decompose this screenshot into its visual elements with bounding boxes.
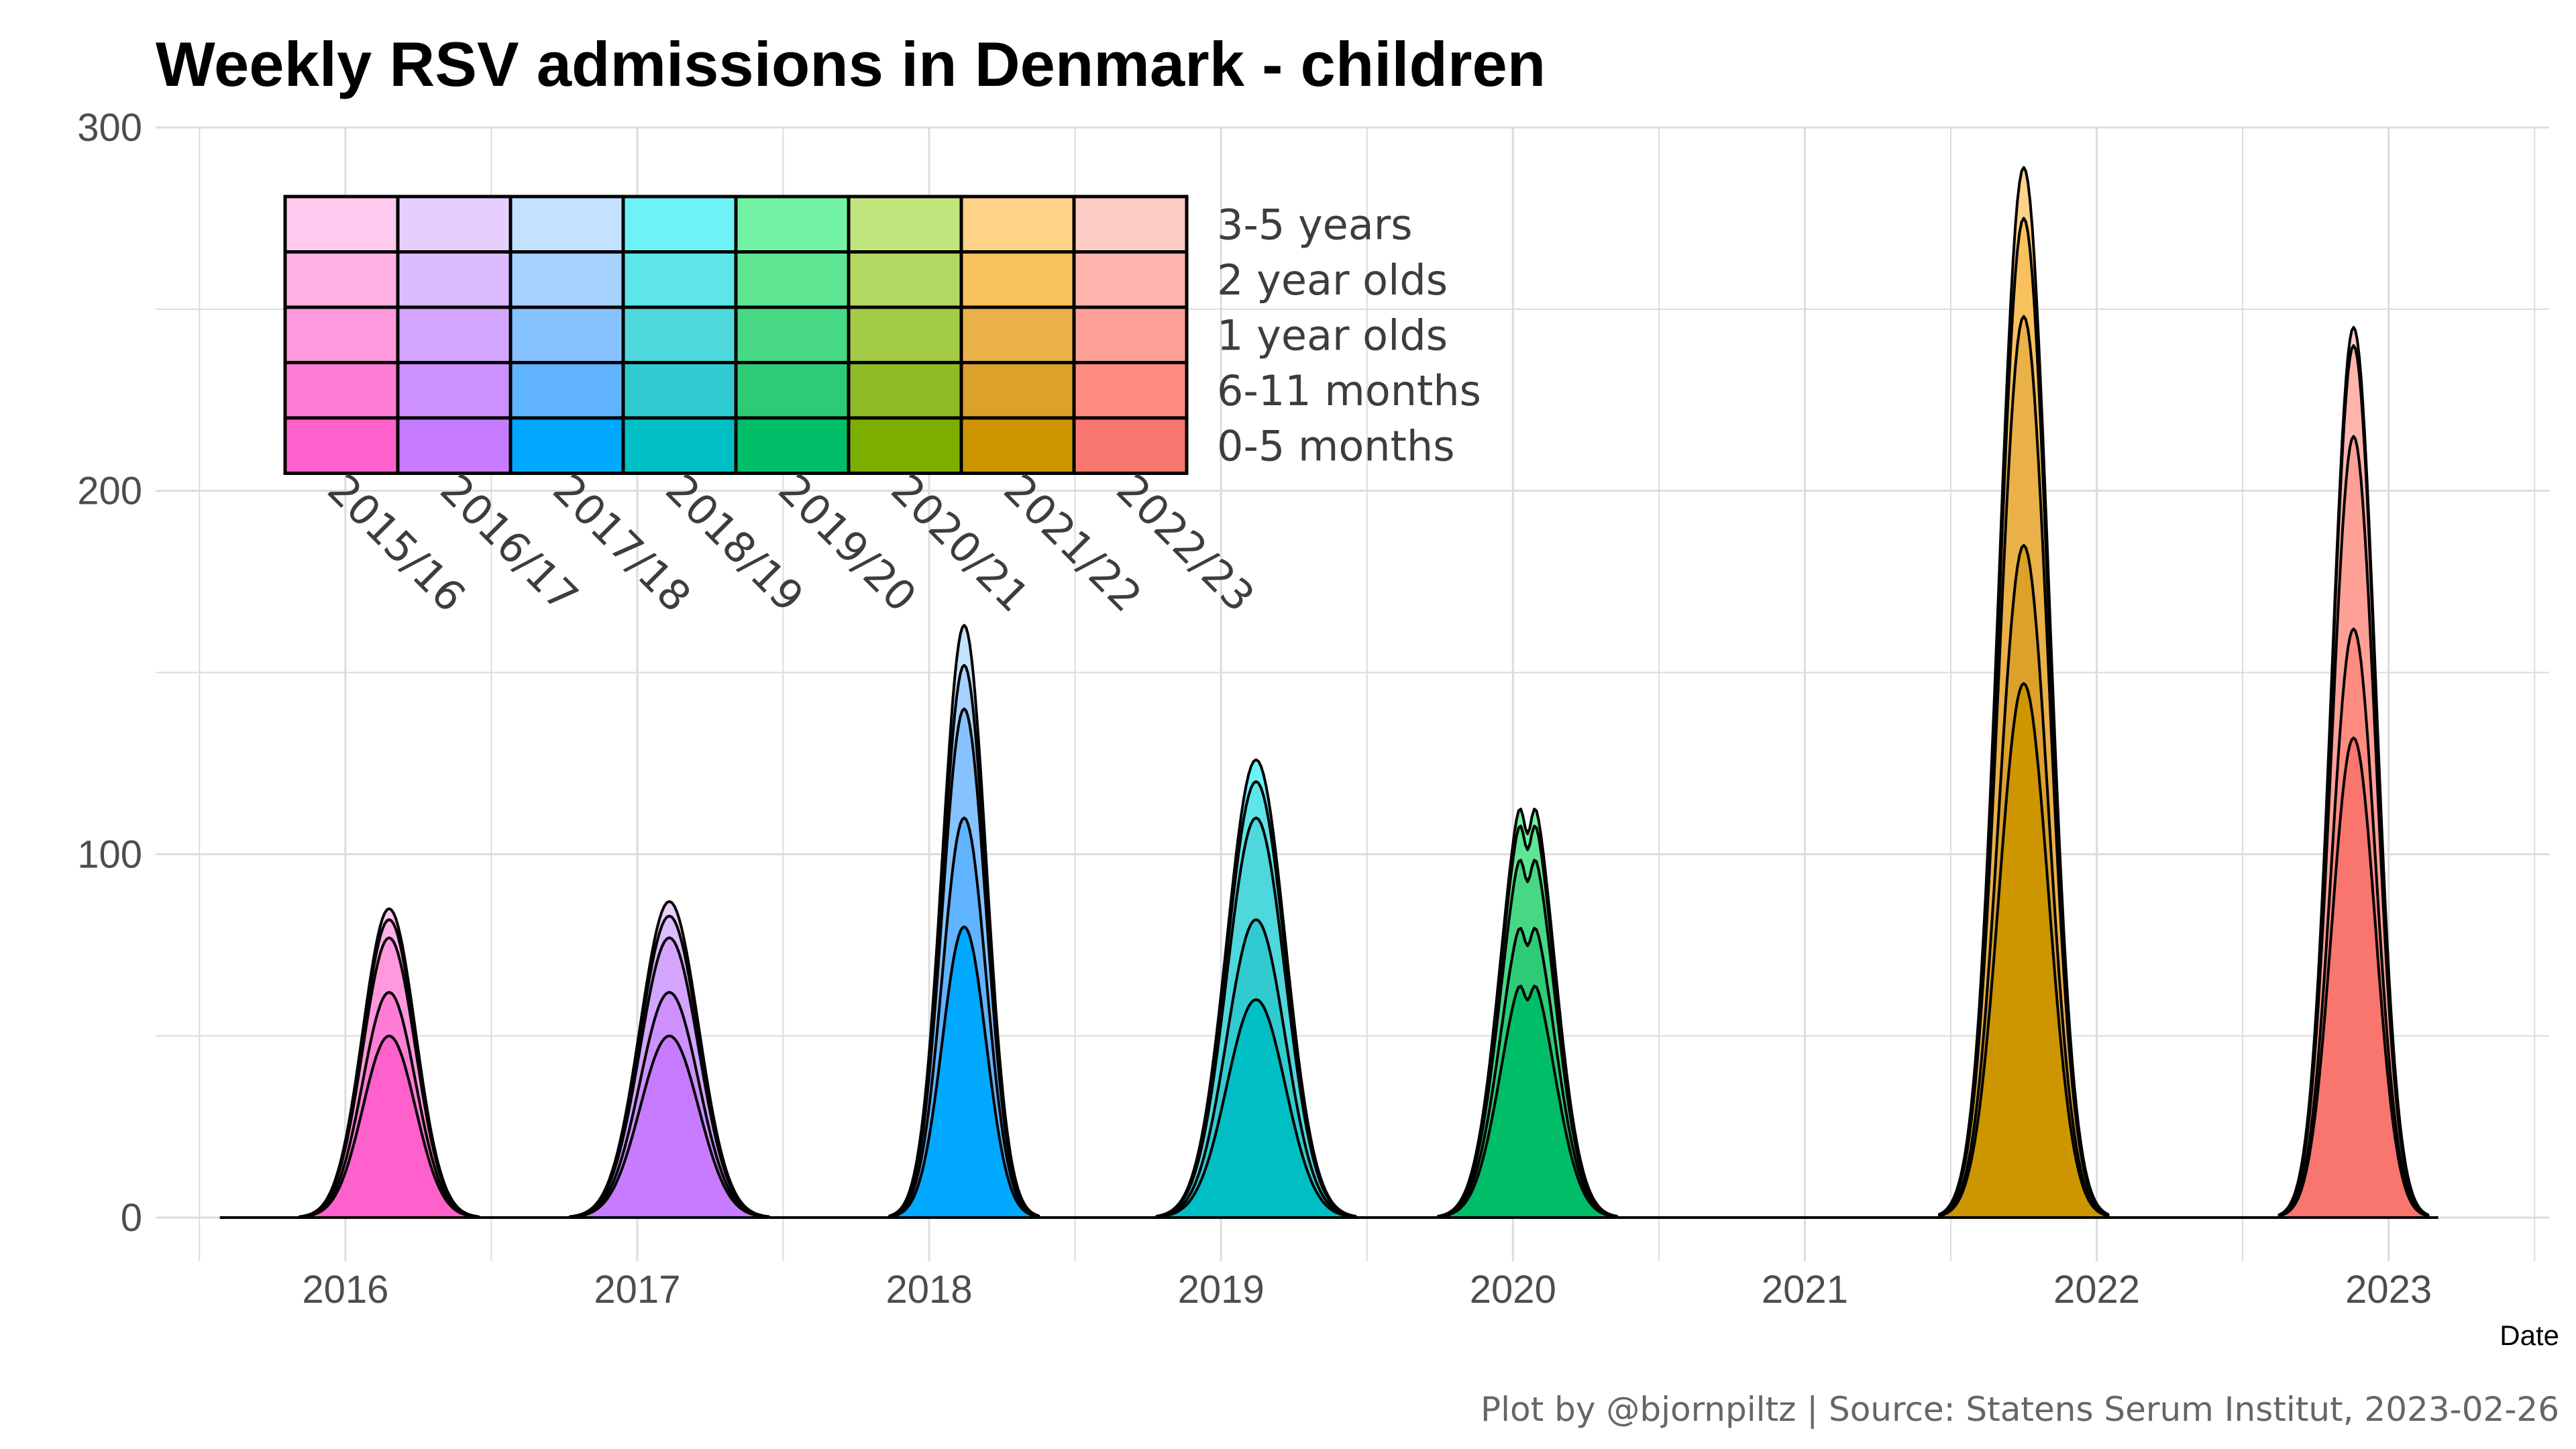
plot-area [219, 166, 2438, 1219]
legend-swatch [621, 250, 738, 309]
legend-swatch [283, 416, 400, 475]
legend-swatch [621, 305, 738, 364]
x-axis-label: Date [2500, 1320, 2559, 1351]
y-tick-label: 300 [77, 106, 142, 150]
x-tick-label: 2023 [2345, 1268, 2432, 1311]
legend-swatch [283, 305, 400, 364]
legend-swatch [621, 195, 738, 254]
x-tick-label: 2017 [594, 1268, 680, 1311]
legend-swatch [283, 195, 400, 254]
legend-swatch [508, 305, 625, 364]
area-2018-19-0-5-months [1155, 998, 1357, 1219]
season-2019-20 [1436, 808, 1619, 1219]
legend-age-label: 6-11 months [1217, 366, 1481, 415]
legend-swatch [396, 416, 513, 475]
y-tick-label: 200 [77, 470, 142, 513]
legend-swatch [396, 305, 513, 364]
legend-swatch [959, 250, 1076, 309]
legend-swatch [734, 416, 851, 475]
area-2015-16-0-5-months [299, 1034, 480, 1219]
chart-title: Weekly RSV admissions in Denmark - child… [156, 29, 1546, 99]
season-2016-17 [568, 900, 770, 1219]
legend-swatch [959, 305, 1076, 364]
legend-swatch [621, 416, 738, 475]
y-axis: 0 100 200 300 [77, 106, 142, 1240]
legend-swatch [1072, 416, 1189, 475]
legend-swatch [734, 361, 851, 420]
legend-swatch [1072, 305, 1189, 364]
legend-swatch [508, 250, 625, 309]
season-2018-19 [1155, 758, 1357, 1219]
x-tick-label: 2018 [886, 1268, 973, 1311]
legend-swatch [847, 361, 963, 420]
legend-swatch [734, 195, 851, 254]
legend-swatch [1072, 361, 1189, 420]
caption: Plot by @bjornpiltz | Source: Statens Se… [1481, 1390, 2559, 1429]
x-axis: 2016 2017 2018 2019 2020 2021 2022 2023 [302, 1268, 2432, 1311]
area-2021-22-0-5-months [1938, 682, 2110, 1219]
legend-swatch [396, 361, 513, 420]
legend-swatch [847, 305, 963, 364]
legend-age-label: 3-5 years [1217, 200, 1413, 249]
legend: 3-5 years 2 year olds 1 year olds 6-11 mont… [283, 195, 1481, 621]
legend-swatch [508, 195, 625, 254]
legend-swatch [959, 361, 1076, 420]
legend-swatch [847, 416, 963, 475]
area-2019-20-0-5-months [1436, 984, 1619, 1219]
x-tick-label: 2021 [1762, 1268, 1848, 1311]
legend-swatch [508, 416, 625, 475]
x-tick-label: 2019 [1178, 1268, 1265, 1311]
season-2015-16 [299, 907, 480, 1219]
legend-age-label: 0-5 months [1217, 421, 1455, 470]
legend-swatch [959, 195, 1076, 254]
legend-swatch [621, 361, 738, 420]
legend-swatch [734, 305, 851, 364]
x-tick-label: 2016 [302, 1268, 388, 1311]
legend-swatch [1072, 250, 1189, 309]
area-2022-23-0-5-months [2277, 737, 2430, 1219]
legend-swatch [959, 416, 1076, 475]
season-2017-18 [888, 624, 1040, 1219]
season-2022-23 [2277, 325, 2430, 1219]
legend-swatch [847, 195, 963, 254]
area-2016-17-0-5-months [568, 1034, 770, 1219]
season-2021-22 [1938, 166, 2110, 1219]
legend-age-label: 1 year olds [1217, 311, 1448, 360]
legend-swatch [283, 361, 400, 420]
x-tick-label: 2020 [1470, 1268, 1556, 1311]
y-tick-label: 0 [121, 1196, 142, 1240]
legend-swatch [734, 250, 851, 309]
legend-age-label: 2 year olds [1217, 256, 1448, 305]
legend-swatch [283, 250, 400, 309]
x-tick-label: 2022 [2053, 1268, 2140, 1311]
legend-swatch [847, 250, 963, 309]
legend-swatch [508, 361, 625, 420]
legend-swatch [396, 250, 513, 309]
area-2017-18-0-5-months [888, 925, 1040, 1219]
legend-swatch [396, 195, 513, 254]
y-tick-label: 100 [77, 833, 142, 876]
legend-swatch [1072, 195, 1189, 254]
